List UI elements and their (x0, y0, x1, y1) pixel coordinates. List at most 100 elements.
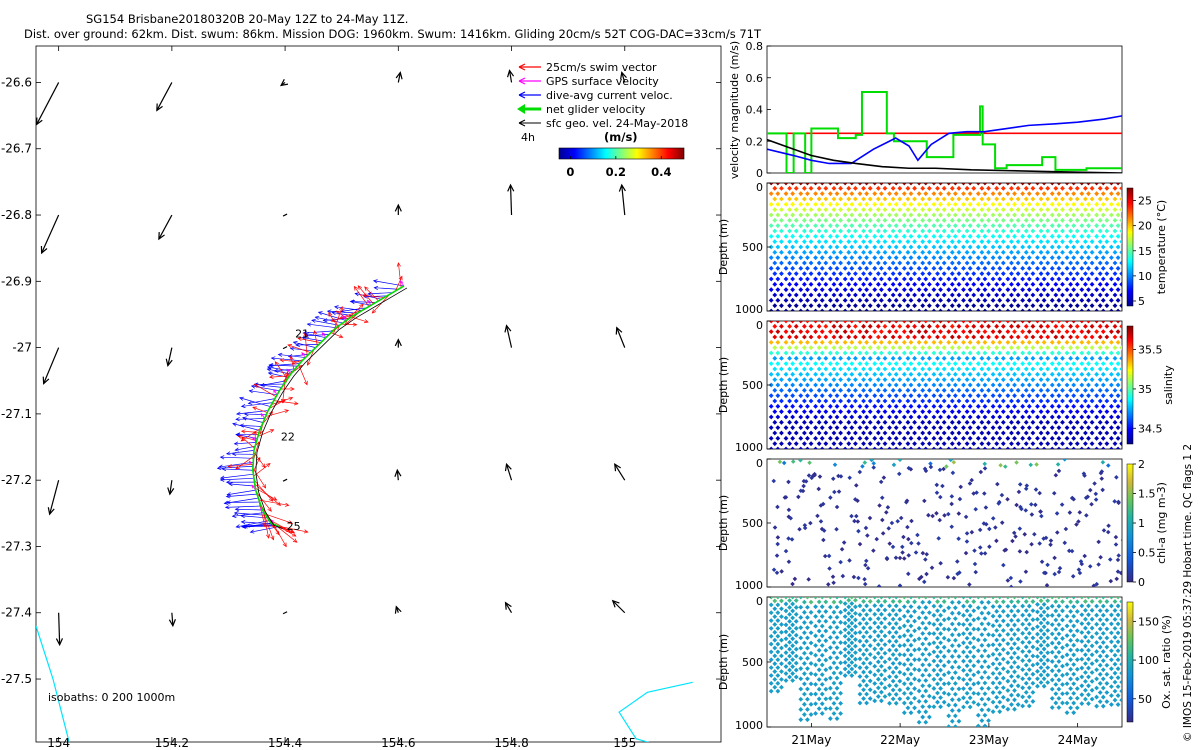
temperature-point (1005, 265, 1011, 271)
oxygen-point (801, 630, 807, 636)
temperature-point (813, 183, 818, 186)
salinity-point (1089, 441, 1095, 447)
chla-point (900, 544, 905, 550)
temperature-point (1000, 303, 1006, 309)
salinity-point (1026, 371, 1032, 377)
salinity-point (864, 414, 870, 420)
salinity-point (1000, 355, 1006, 361)
geo-vector-6 (40, 214, 60, 255)
salinity-point (853, 387, 858, 393)
temperature-point (1056, 223, 1062, 229)
chla-point (963, 514, 969, 520)
temperature-point (931, 201, 937, 207)
oxygen-point (793, 625, 799, 631)
salinity-point (1094, 382, 1100, 388)
oxygen-point (787, 653, 792, 659)
temperature-point (986, 196, 991, 202)
salinity-point (926, 430, 932, 436)
oxygen-point (872, 698, 878, 704)
salinity-point (1094, 350, 1100, 356)
temperature-point (787, 196, 792, 202)
dac-vector-86 (242, 416, 264, 423)
salinity-point (808, 409, 814, 415)
map-day-label: 25 (287, 520, 301, 533)
temperature-point (793, 217, 799, 223)
oxygen-point (846, 663, 852, 669)
salinity-point (931, 414, 937, 420)
oxygen-point (846, 604, 852, 610)
temperature-point (893, 265, 899, 271)
salinity-point (772, 419, 778, 425)
oxygen-point (1079, 603, 1085, 609)
geo-vector-7-head (158, 232, 165, 241)
temperature-point (986, 249, 991, 255)
salinity-point (1038, 398, 1044, 404)
chla-point (1055, 530, 1060, 535)
salinity-point (946, 329, 952, 335)
oxygen-point (793, 653, 799, 659)
temperature-point (1074, 239, 1080, 245)
salinity-point (967, 321, 973, 324)
salinity-point (834, 339, 840, 345)
salinity-point (1083, 366, 1088, 372)
salinity-point (838, 366, 844, 372)
temperature-point (1064, 212, 1070, 218)
oxygen-point (949, 675, 955, 681)
salinity-point (893, 361, 899, 367)
oxygen-point (790, 650, 796, 656)
chla-point (854, 513, 859, 519)
dac-vector-104-shaft (220, 456, 254, 459)
salinity-point (1100, 425, 1106, 431)
salinity-point (923, 425, 929, 431)
oxygen-point (819, 604, 825, 610)
salinity-point (887, 371, 892, 377)
salinity-point (1015, 355, 1021, 361)
oxygen-point (842, 601, 848, 606)
salinity-point (897, 377, 903, 383)
salinity-point (816, 441, 822, 447)
oxygen-point (926, 620, 932, 626)
chla-point (777, 459, 783, 465)
velocity-y-tick-label: 0.2 (746, 135, 764, 148)
temperature-point (857, 265, 863, 271)
salinity-point (920, 345, 926, 351)
temperature-point (849, 255, 855, 261)
dac-vector-70-head (250, 384, 256, 389)
oxygen-point (975, 712, 981, 718)
oxygen-point (1079, 612, 1085, 618)
temperature-point (783, 191, 789, 197)
oxygen-point (1005, 603, 1011, 609)
chla-point (963, 550, 969, 556)
dac-vector-118-head (228, 482, 233, 487)
oxygen-point (1083, 670, 1088, 675)
oxygen-point (901, 662, 907, 667)
swim-vector-99 (241, 436, 255, 449)
oxygen-point (1060, 617, 1065, 623)
chla-point (913, 550, 919, 555)
dac-vector-148-head (241, 524, 246, 529)
temperature-point (834, 201, 840, 207)
salinity-point (926, 366, 932, 372)
oxygen-point (975, 616, 981, 621)
oxygen-point (1020, 658, 1026, 663)
oxygen-point (1041, 616, 1047, 622)
salinity-point (1005, 350, 1011, 356)
salinity-point (1109, 414, 1114, 420)
temperature-point (887, 276, 892, 282)
oxygen-point (1035, 654, 1040, 659)
temperature-point (1068, 271, 1074, 277)
oxygen-point (1115, 675, 1121, 681)
oxygen-point (849, 601, 855, 606)
swim-vector-31-head (339, 305, 344, 311)
salinity-point (905, 323, 911, 329)
temperature-point (920, 292, 926, 298)
temperature-point (846, 281, 852, 287)
chla-point (1017, 549, 1023, 554)
temperature-point (964, 196, 970, 202)
salinity-point (961, 321, 966, 324)
temperature-point (772, 217, 778, 223)
chla-point (862, 460, 868, 465)
temperature-point (779, 281, 784, 287)
oxygen-point (956, 632, 962, 638)
